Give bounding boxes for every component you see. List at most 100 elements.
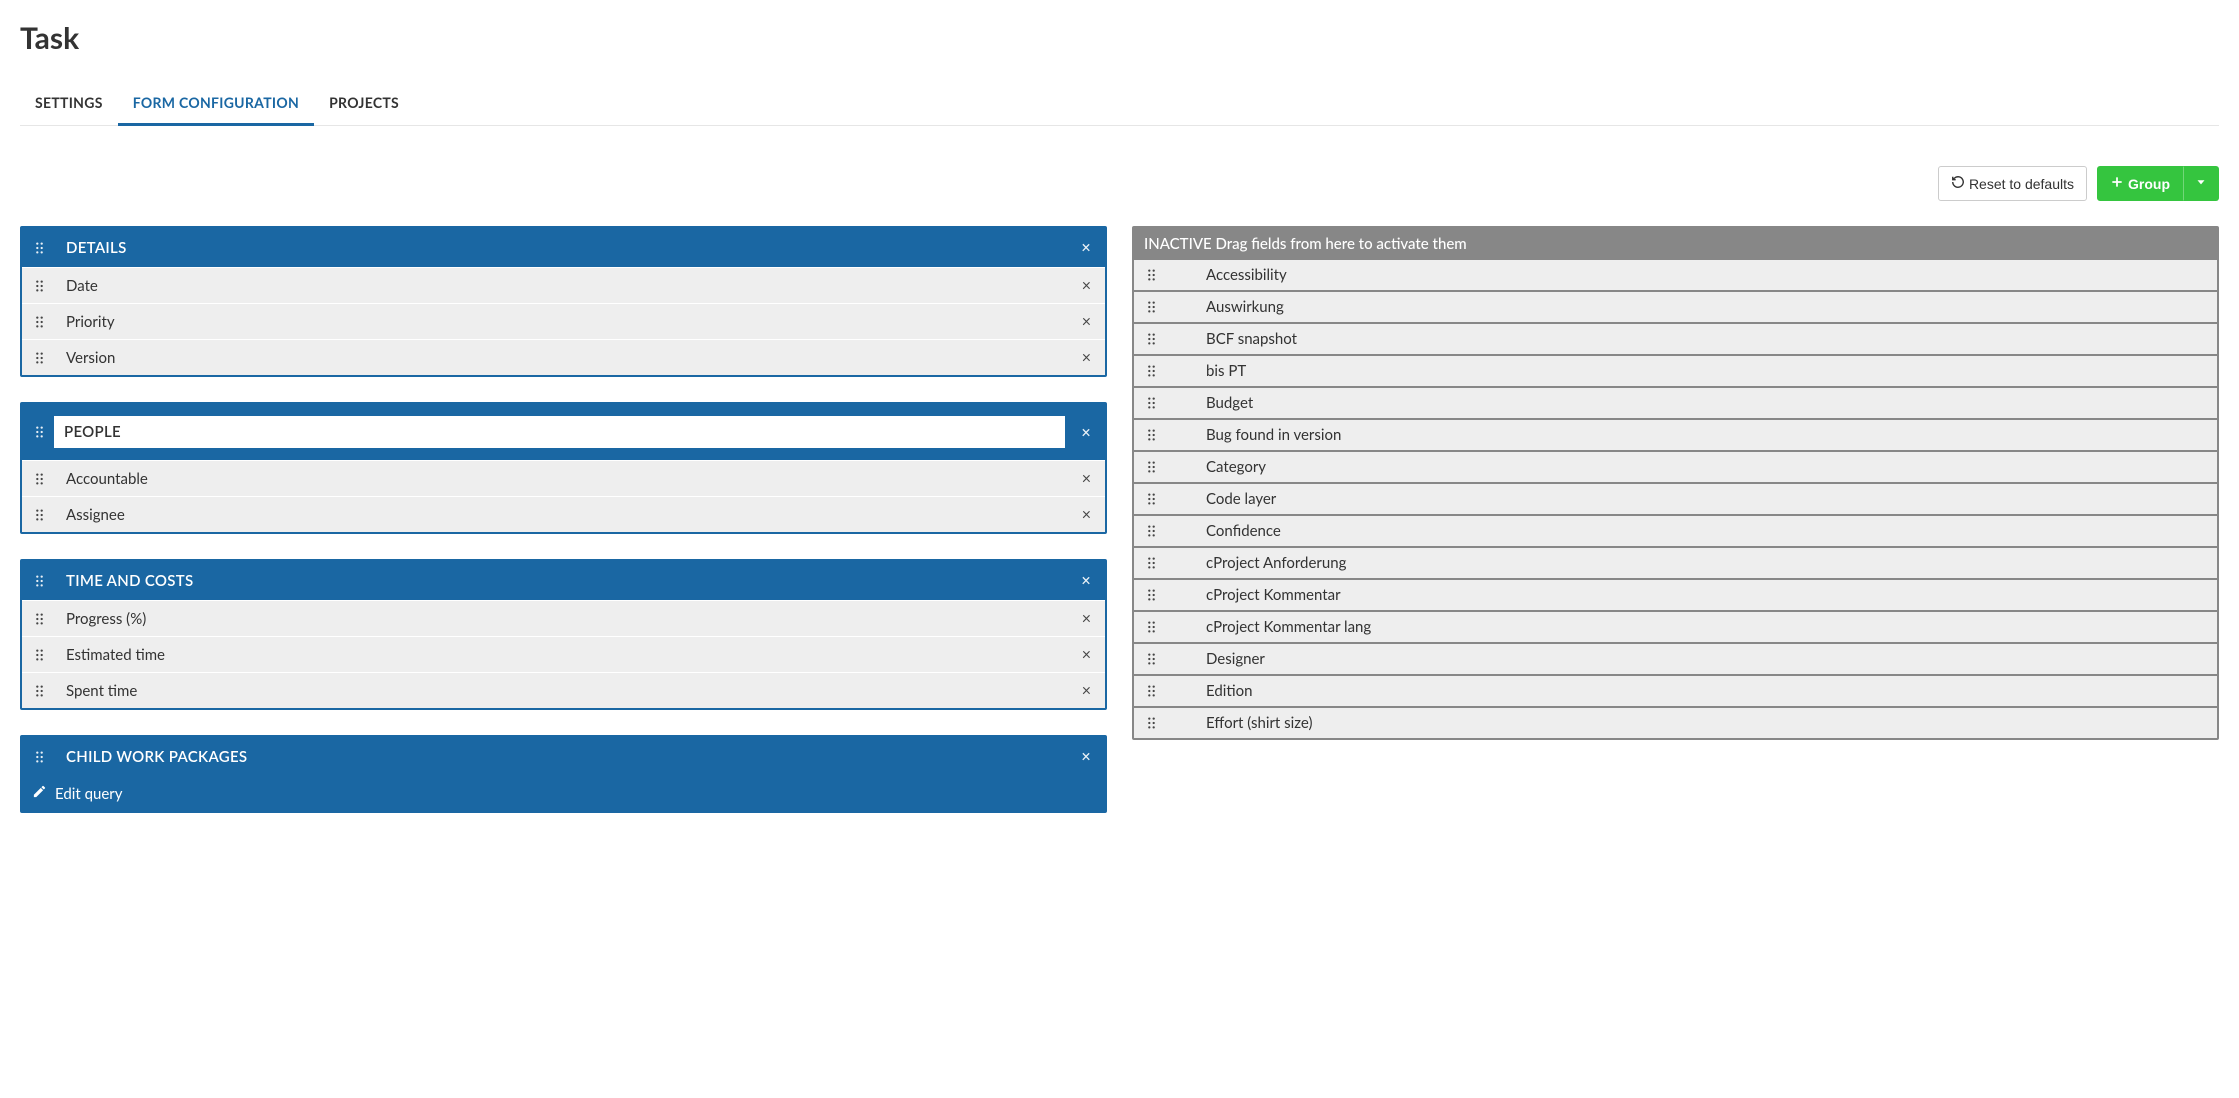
remove-group-button[interactable]: × — [1075, 745, 1097, 768]
remove-field-button[interactable]: × — [1076, 679, 1097, 702]
drag-handle-icon[interactable] — [1142, 652, 1160, 666]
drag-handle-icon[interactable] — [1142, 332, 1160, 346]
toolbar: Reset to defaults Group — [20, 166, 2219, 201]
drag-handle-icon[interactable] — [30, 612, 48, 626]
undo-icon — [1951, 175, 1965, 192]
tabs: SETTINGSFORM CONFIGURATIONPROJECTS — [20, 86, 2219, 126]
drag-handle-icon[interactable] — [30, 472, 48, 486]
field-label: Progress (%) — [48, 610, 1076, 628]
tab-form-configuration[interactable]: FORM CONFIGURATION — [118, 86, 314, 126]
inactive-field-row[interactable]: Effort (shirt size) — [1134, 706, 2217, 738]
drag-handle-icon[interactable] — [1142, 396, 1160, 410]
drag-handle-icon[interactable] — [30, 508, 48, 522]
inactive-field-label: Designer — [1160, 650, 2209, 668]
group-label: Group — [2128, 176, 2170, 192]
inactive-field-label: Bug found in version — [1160, 426, 2209, 444]
drag-handle-icon[interactable] — [1142, 492, 1160, 506]
drag-handle-icon[interactable] — [30, 750, 48, 764]
inactive-field-label: cProject Kommentar — [1160, 586, 2209, 604]
field-row[interactable]: Version× — [22, 339, 1105, 375]
drag-handle-icon[interactable] — [1142, 300, 1160, 314]
field-label: Assignee — [48, 506, 1076, 524]
inactive-field-row[interactable]: Auswirkung — [1134, 290, 2217, 322]
field-row[interactable]: Date× — [22, 267, 1105, 303]
add-group-dropdown-button[interactable] — [2183, 166, 2219, 201]
drag-handle-icon[interactable] — [1142, 556, 1160, 570]
group: DETAILS×Date×Priority×Version× — [20, 226, 1107, 377]
plus-icon — [2110, 175, 2124, 192]
inactive-field-row[interactable]: bis PT — [1134, 354, 2217, 386]
field-row[interactable]: Spent time× — [22, 672, 1105, 708]
remove-group-button[interactable]: × — [1075, 569, 1097, 592]
field-row[interactable]: Progress (%)× — [22, 600, 1105, 636]
remove-field-button[interactable]: × — [1076, 607, 1097, 630]
active-groups-column: DETAILS×Date×Priority×Version××Accountab… — [20, 226, 1107, 838]
drag-handle-icon[interactable] — [30, 574, 48, 588]
inactive-field-row[interactable]: BCF snapshot — [1134, 322, 2217, 354]
group-title-input[interactable] — [54, 416, 1065, 448]
group-header: × — [22, 404, 1105, 460]
inactive-field-row[interactable]: cProject Kommentar — [1134, 578, 2217, 610]
add-group-button[interactable]: Group — [2097, 166, 2183, 201]
drag-handle-icon[interactable] — [30, 315, 48, 329]
edit-query-button[interactable]: Edit query — [22, 776, 1105, 811]
drag-handle-icon[interactable] — [1142, 716, 1160, 730]
drag-handle-icon[interactable] — [1142, 684, 1160, 698]
drag-handle-icon[interactable] — [1142, 268, 1160, 282]
inactive-field-row[interactable]: Confidence — [1134, 514, 2217, 546]
field-row[interactable]: Estimated time× — [22, 636, 1105, 672]
field-row[interactable]: Priority× — [22, 303, 1105, 339]
remove-field-button[interactable]: × — [1076, 643, 1097, 666]
field-row[interactable]: Accountable× — [22, 460, 1105, 496]
remove-field-button[interactable]: × — [1076, 274, 1097, 297]
inactive-field-row[interactable]: cProject Kommentar lang — [1134, 610, 2217, 642]
drag-handle-icon[interactable] — [30, 241, 48, 255]
drag-handle-icon[interactable] — [30, 684, 48, 698]
remove-field-button[interactable]: × — [1076, 467, 1097, 490]
remove-field-button[interactable]: × — [1076, 503, 1097, 526]
inactive-field-label: Accessibility — [1160, 266, 2209, 284]
inactive-field-row[interactable]: Budget — [1134, 386, 2217, 418]
inactive-field-label: cProject Anforderung — [1160, 554, 2209, 572]
drag-handle-icon[interactable] — [30, 351, 48, 365]
pencil-icon — [32, 784, 47, 803]
field-row[interactable]: Assignee× — [22, 496, 1105, 532]
drag-handle-icon[interactable] — [30, 425, 48, 439]
group-header: CHILD WORK PACKAGES× — [22, 737, 1105, 776]
inactive-field-label: bis PT — [1160, 362, 2209, 380]
inactive-field-row[interactable]: Bug found in version — [1134, 418, 2217, 450]
drag-handle-icon[interactable] — [30, 648, 48, 662]
edit-query-label: Edit query — [55, 785, 122, 803]
inactive-field-row[interactable]: Accessibility — [1134, 260, 2217, 290]
inactive-field-label: BCF snapshot — [1160, 330, 2209, 348]
drag-handle-icon[interactable] — [1142, 460, 1160, 474]
tab-projects[interactable]: PROJECTS — [314, 86, 414, 125]
drag-handle-icon[interactable] — [1142, 620, 1160, 634]
reset-label: Reset to defaults — [1969, 176, 2074, 192]
drag-handle-icon[interactable] — [1142, 588, 1160, 602]
inactive-field-row[interactable]: Category — [1134, 450, 2217, 482]
drag-handle-icon[interactable] — [30, 279, 48, 293]
remove-field-button[interactable]: × — [1076, 310, 1097, 333]
field-label: Version — [48, 349, 1076, 367]
inactive-field-row[interactable]: Designer — [1134, 642, 2217, 674]
group-title: CHILD WORK PACKAGES — [48, 748, 1075, 766]
inactive-field-row[interactable]: Code layer — [1134, 482, 2217, 514]
group: TIME AND COSTS×Progress (%)×Estimated ti… — [20, 559, 1107, 710]
inactive-column: INACTIVE Drag fields from here to activa… — [1132, 226, 2219, 740]
drag-handle-icon[interactable] — [1142, 428, 1160, 442]
drag-handle-icon[interactable] — [1142, 524, 1160, 538]
inactive-field-row[interactable]: cProject Anforderung — [1134, 546, 2217, 578]
inactive-field-row[interactable]: Edition — [1134, 674, 2217, 706]
tab-settings[interactable]: SETTINGS — [20, 86, 118, 125]
group-header: DETAILS× — [22, 228, 1105, 267]
drag-handle-icon[interactable] — [1142, 364, 1160, 378]
reset-to-defaults-button[interactable]: Reset to defaults — [1938, 166, 2087, 201]
remove-group-button[interactable]: × — [1075, 236, 1097, 259]
remove-field-button[interactable]: × — [1076, 346, 1097, 369]
group-title: DETAILS — [48, 239, 1075, 257]
field-label: Estimated time — [48, 646, 1076, 664]
inactive-field-label: Edition — [1160, 682, 2209, 700]
inactive-field-label: Auswirkung — [1160, 298, 2209, 316]
remove-group-button[interactable]: × — [1075, 421, 1097, 444]
